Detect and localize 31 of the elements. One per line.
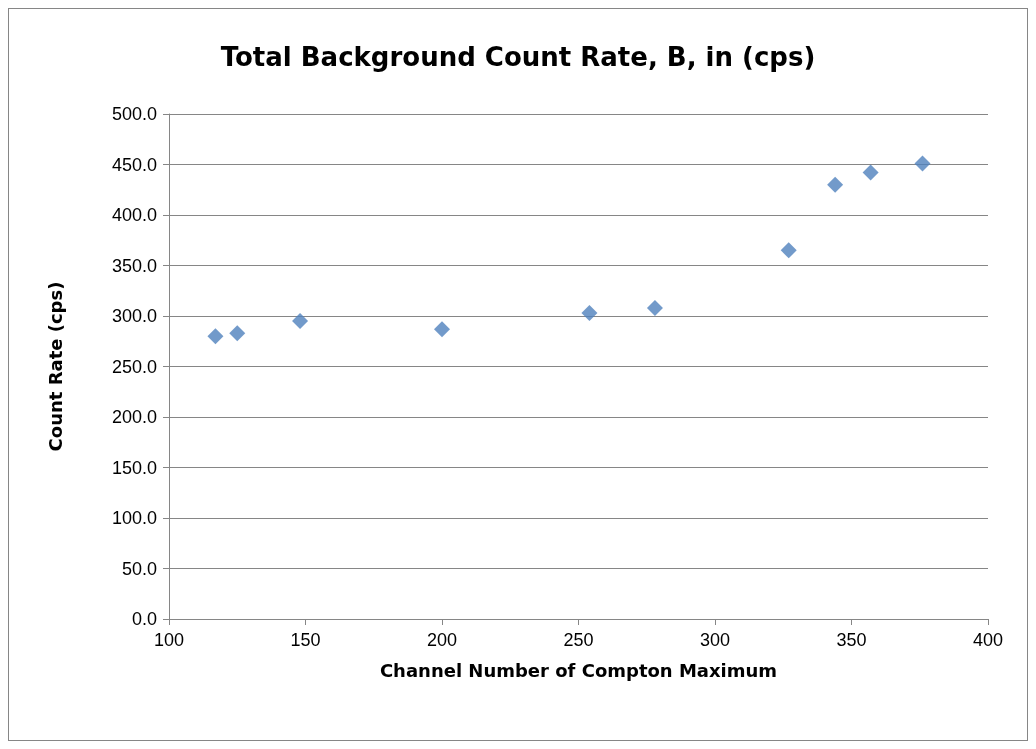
point (914, 155, 931, 172)
x-tick-label: 350 (836, 630, 867, 650)
y-tick-label: 250.0 (111, 356, 157, 377)
y-tick-label: 450.0 (111, 154, 157, 175)
y-axis-title: Count Rate (cps) (44, 281, 66, 452)
x-tick-label: 100 (153, 630, 185, 650)
point (292, 313, 309, 330)
y-tick-label: 100.0 (111, 508, 157, 528)
point (862, 164, 879, 181)
y-tick-label: 200.0 (111, 407, 157, 427)
y-tick-label: 150.0 (111, 457, 157, 478)
x-axis-title: Channel Number of Compton Maximum (379, 659, 778, 681)
y-tick-label: 300.0 (111, 306, 157, 326)
point (827, 176, 844, 193)
point (434, 321, 450, 338)
x-tick-label: 200 (426, 630, 458, 650)
x-tick-label: 400 (972, 630, 1004, 650)
y-tick-label: 400.0 (111, 205, 157, 225)
chart-title: Total Background Count Rate, B, in (cps) (220, 42, 816, 72)
y-tick-label: 350.0 (111, 255, 157, 276)
point (229, 325, 246, 342)
point (646, 299, 663, 316)
point (581, 304, 598, 321)
x-tick-label: 250 (563, 630, 594, 650)
y-tick-label: 0.0 (131, 609, 157, 629)
y-tick-label: 500.0 (111, 104, 157, 124)
point (207, 328, 224, 345)
x-tick-label: 150 (290, 630, 321, 650)
point (780, 242, 797, 259)
y-tick-label: 50.0 (121, 558, 157, 579)
x-tick-label: 300 (699, 630, 731, 650)
